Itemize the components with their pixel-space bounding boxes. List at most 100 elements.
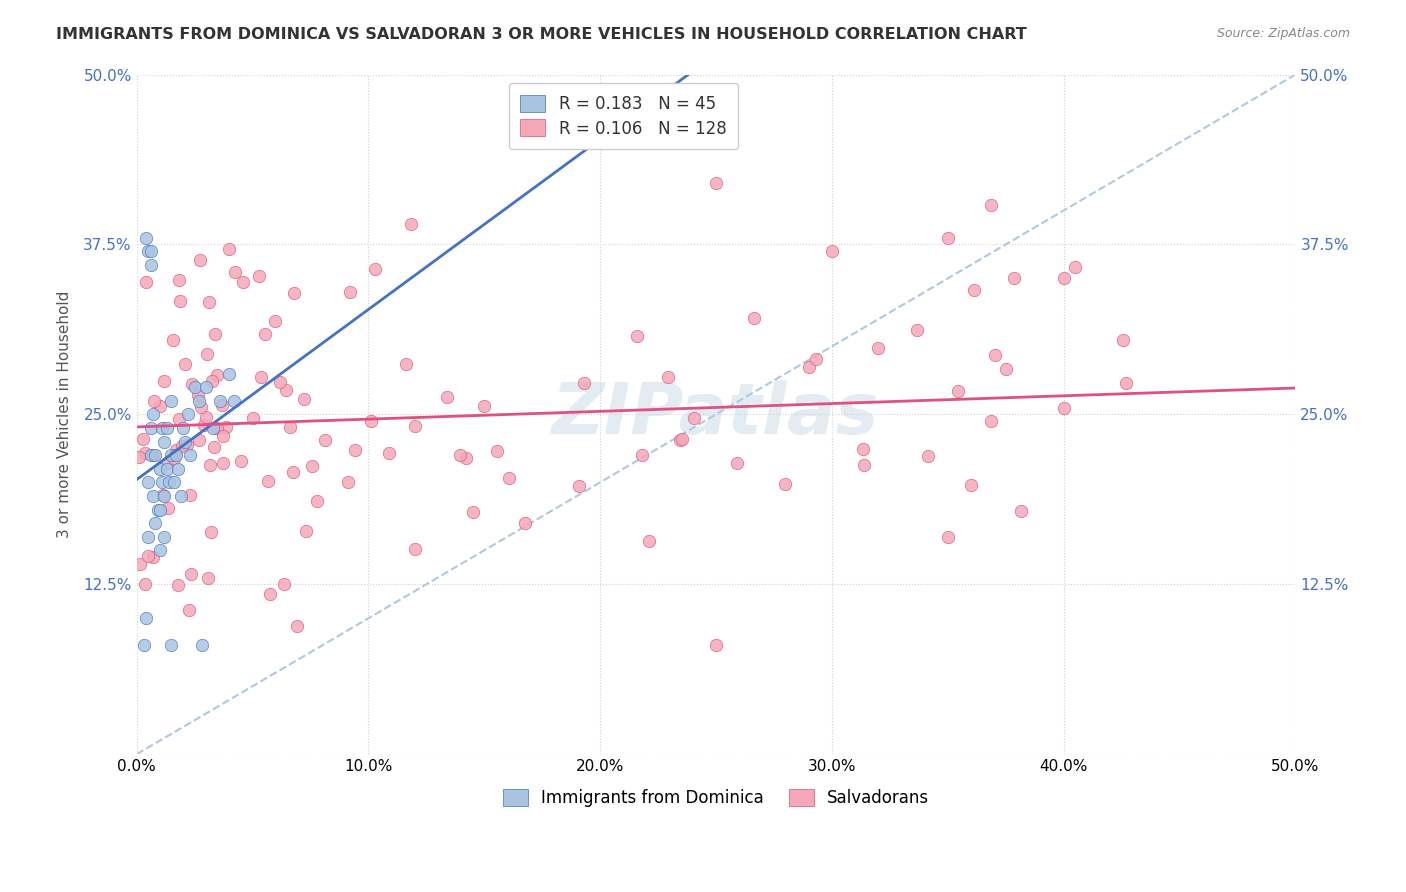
Point — [486, 444, 509, 458]
Point — [153, 489, 176, 503]
Point — [160, 639, 183, 653]
Point — [211, 399, 233, 413]
Point — [170, 489, 193, 503]
Point — [149, 461, 172, 475]
Y-axis label: 3 or more Vehicles in Household: 3 or more Vehicles in Household — [58, 291, 72, 538]
Point — [287, 619, 309, 633]
Point — [638, 534, 661, 549]
Point — [179, 488, 201, 502]
Point — [797, 359, 820, 374]
Point — [197, 571, 219, 585]
Point — [472, 399, 495, 413]
Point — [135, 275, 157, 289]
Point — [631, 448, 654, 462]
Point — [917, 449, 939, 463]
Point — [190, 401, 212, 415]
Point — [167, 461, 190, 475]
Point — [143, 516, 166, 530]
Point — [136, 530, 159, 544]
Point — [193, 418, 215, 433]
Point — [135, 611, 157, 625]
Point — [128, 450, 150, 465]
Point — [160, 448, 183, 462]
Point — [404, 542, 426, 557]
Point — [169, 412, 191, 426]
Point — [269, 375, 291, 389]
Point — [169, 273, 191, 287]
Point — [132, 432, 155, 446]
Point — [152, 488, 174, 502]
Point — [174, 357, 197, 371]
Point — [142, 489, 165, 503]
Point — [163, 475, 186, 490]
Point — [179, 448, 201, 462]
Point — [195, 380, 218, 394]
Point — [253, 327, 276, 342]
Point — [201, 374, 224, 388]
Point — [169, 293, 191, 308]
Point — [278, 419, 301, 434]
Point — [195, 410, 218, 425]
Point — [128, 558, 150, 572]
Point — [395, 358, 418, 372]
Point — [257, 474, 280, 488]
Point — [364, 262, 387, 277]
Point — [436, 390, 458, 404]
Point — [224, 265, 246, 279]
Point — [283, 286, 305, 301]
Point — [218, 242, 240, 256]
Point — [160, 393, 183, 408]
Point — [218, 367, 240, 381]
Point — [181, 377, 204, 392]
Point — [378, 445, 401, 459]
Point — [136, 475, 159, 490]
Point — [456, 450, 478, 465]
Point — [176, 408, 198, 422]
Point — [852, 442, 875, 456]
Point — [336, 475, 359, 489]
Point — [671, 432, 693, 446]
Point — [142, 408, 165, 422]
Point — [165, 448, 187, 462]
Point — [404, 418, 426, 433]
Point — [195, 347, 218, 361]
Point — [249, 369, 271, 384]
Point — [142, 393, 165, 408]
Point — [1115, 376, 1137, 391]
Point — [980, 198, 1002, 212]
Point — [1010, 504, 1032, 518]
Point — [936, 530, 959, 544]
Point — [821, 244, 844, 259]
Point — [1112, 333, 1135, 347]
Point — [461, 505, 484, 519]
Point — [139, 448, 162, 462]
Text: Source: ZipAtlas.com: Source: ZipAtlas.com — [1216, 27, 1350, 40]
Point — [156, 457, 179, 471]
Point — [157, 475, 180, 490]
Point — [513, 516, 536, 530]
Point — [626, 329, 648, 343]
Point — [167, 578, 190, 592]
Point — [852, 458, 875, 472]
Point — [187, 388, 209, 402]
Point — [202, 421, 225, 435]
Point — [136, 244, 159, 259]
Point — [744, 311, 766, 326]
Point — [176, 437, 198, 451]
Point — [146, 502, 169, 516]
Point — [229, 454, 252, 468]
Point — [209, 393, 232, 408]
Point — [153, 530, 176, 544]
Point — [804, 352, 827, 367]
Point — [150, 475, 173, 490]
Point — [344, 442, 367, 457]
Point — [572, 376, 595, 391]
Point — [775, 477, 797, 491]
Point — [207, 421, 229, 435]
Point — [295, 524, 318, 538]
Point — [205, 368, 228, 383]
Point — [682, 410, 704, 425]
Point — [156, 421, 179, 435]
Point — [725, 457, 748, 471]
Point — [204, 326, 226, 341]
